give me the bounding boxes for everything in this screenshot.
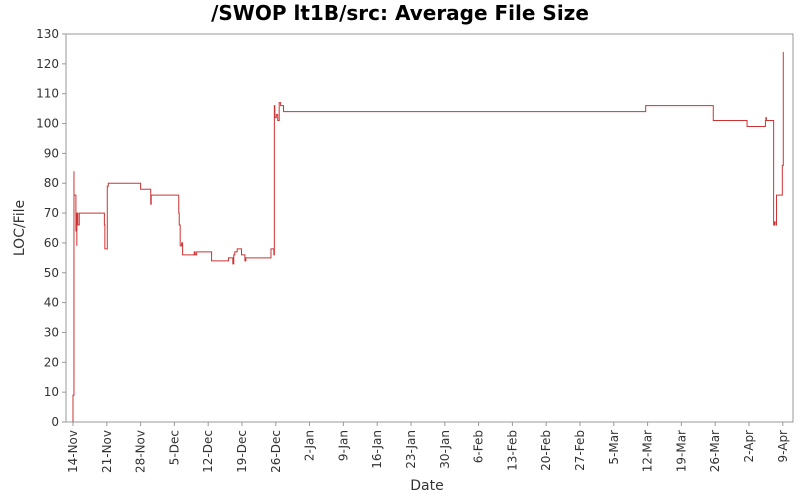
x-tick-label: 14-Nov (66, 430, 80, 473)
x-tick-label: 5-Dec (167, 430, 181, 465)
chart-title: /SWOP lt1B/src: Average File Size (211, 1, 589, 25)
x-tick-label: 26-Mar (708, 430, 722, 472)
x-tick-label: 20-Feb (539, 430, 553, 471)
x-tick-label: 19-Dec (235, 430, 249, 473)
x-tick-label: 30-Jan (438, 430, 452, 469)
y-tick-label: 20 (44, 355, 59, 369)
plot-area (65, 33, 794, 423)
y-axis-label: LOC/File (12, 200, 28, 256)
y-tick-label: 40 (44, 296, 59, 310)
x-tick-label: 9-Jan (336, 430, 350, 461)
x-axis-label: Date (410, 478, 443, 494)
y-tick-label: 110 (36, 87, 59, 101)
y-tick-label: 60 (44, 236, 59, 250)
y-tick-label: 130 (36, 27, 59, 41)
y-tick-label: 100 (36, 117, 59, 131)
x-tick-label: 2-Apr (742, 430, 756, 463)
x-tick-label: 6-Feb (472, 430, 486, 463)
y-tick-label: 0 (51, 415, 59, 429)
y-tick-label: 120 (36, 57, 59, 71)
x-tick-label: 27-Feb (573, 430, 587, 471)
y-tick-label: 50 (44, 266, 59, 280)
y-tick-label: 30 (44, 325, 59, 339)
y-tick-label: 90 (44, 146, 59, 160)
y-axis: 0 10 20 30 40 50 60 70 80 90 100 110 120 130 (36, 27, 66, 429)
y-tick-label: 10 (44, 385, 59, 399)
x-axis: 14-Nov 21-Nov 28-Nov 5-Dec 12-Dec 19-Dec 26-De… (66, 422, 790, 473)
series-line (72, 51, 784, 422)
x-tick-label: 12-Mar (641, 430, 655, 472)
x-tick-label: 28-Nov (134, 430, 148, 473)
x-tick-label: 2-Jan (303, 430, 317, 461)
x-tick-label: 13-Feb (505, 430, 519, 471)
x-tick-label: 9-Apr (776, 430, 790, 463)
x-tick-label: 5-Mar (607, 430, 621, 465)
x-tick-label: 16-Jan (370, 430, 384, 469)
x-tick-label: 26-Dec (269, 430, 283, 473)
y-tick-label: 70 (44, 206, 59, 220)
x-tick-label: 23-Jan (404, 430, 418, 469)
x-tick-label: 12-Dec (201, 430, 215, 473)
series-layer (72, 51, 784, 422)
x-tick-label: 21-Nov (100, 430, 114, 473)
x-tick-label: 19-Mar (674, 430, 688, 472)
y-tick-label: 80 (44, 176, 59, 190)
